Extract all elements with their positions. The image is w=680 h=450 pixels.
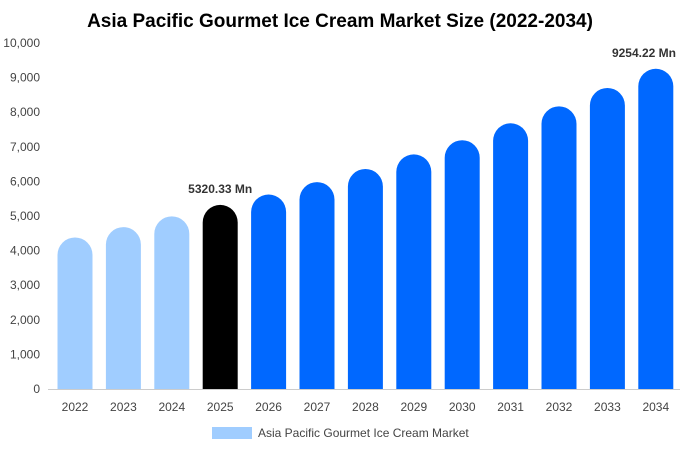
data-label: 9254.22 Mn <box>612 46 676 60</box>
bar-2027[interactable] <box>299 182 335 389</box>
bar-series <box>57 68 674 390</box>
x-tick-label: 2030 <box>449 400 476 414</box>
x-tick-label: 2029 <box>400 400 427 414</box>
chart-title: Asia Pacific Gourmet Ice Cream Market Si… <box>87 11 593 32</box>
x-tick-label: 2024 <box>158 400 185 414</box>
y-tick-label: 2,000 <box>10 313 40 327</box>
y-axis: 0 1,000 2,000 3,000 4,000 5,000 6,000 7,000 8,00… <box>3 36 40 396</box>
y-tick-label: 9,000 <box>10 71 40 85</box>
y-tick-label: 3,000 <box>10 278 40 292</box>
y-tick-label: 1,000 <box>10 347 40 361</box>
x-tick-label: 2034 <box>642 400 669 414</box>
bar-2030[interactable] <box>444 140 480 389</box>
x-axis: 2022 2023 2024 2025 2026 2027 2028 2029 2030 2031… <box>48 389 680 414</box>
x-tick-label: 2027 <box>304 400 331 414</box>
data-labels: 5320.33 Mn 9254.22 Mn <box>188 46 676 196</box>
legend-label: Asia Pacific Gourmet Ice Cream Market <box>258 426 469 440</box>
x-tick-label: 2023 <box>110 400 137 414</box>
bar-2026[interactable] <box>251 194 287 389</box>
bar-2029[interactable] <box>396 154 432 389</box>
bar-2033[interactable] <box>589 87 625 389</box>
y-tick-label: 8,000 <box>10 105 40 119</box>
y-tick-label: 7,000 <box>10 140 40 154</box>
y-tick-label: 6,000 <box>10 174 40 188</box>
bar-2022[interactable] <box>57 237 93 389</box>
bar-2031[interactable] <box>493 123 529 389</box>
bar-2025[interactable] <box>202 204 238 389</box>
bar-2024[interactable] <box>154 216 190 389</box>
bar-2023[interactable] <box>105 227 141 389</box>
x-tick-label: 2022 <box>62 400 89 414</box>
legend[interactable]: Asia Pacific Gourmet Ice Cream Market <box>212 426 469 440</box>
bar-2034[interactable] <box>638 68 674 389</box>
x-tick-label: 2025 <box>207 400 234 414</box>
x-tick-label: 2026 <box>255 400 282 414</box>
x-tick-label: 2033 <box>594 400 621 414</box>
y-tick-label: 5,000 <box>10 209 40 223</box>
bar-2028[interactable] <box>347 168 383 389</box>
y-tick-label: 0 <box>33 382 40 396</box>
y-tick-label: 4,000 <box>10 244 40 258</box>
legend-swatch <box>212 427 252 439</box>
data-label: 5320.33 Mn <box>188 182 252 196</box>
x-tick-label: 2032 <box>546 400 573 414</box>
bar-2032[interactable] <box>541 106 577 390</box>
x-tick-label: 2028 <box>352 400 379 414</box>
x-tick-label: 2031 <box>497 400 524 414</box>
y-tick-label: 10,000 <box>3 36 40 50</box>
